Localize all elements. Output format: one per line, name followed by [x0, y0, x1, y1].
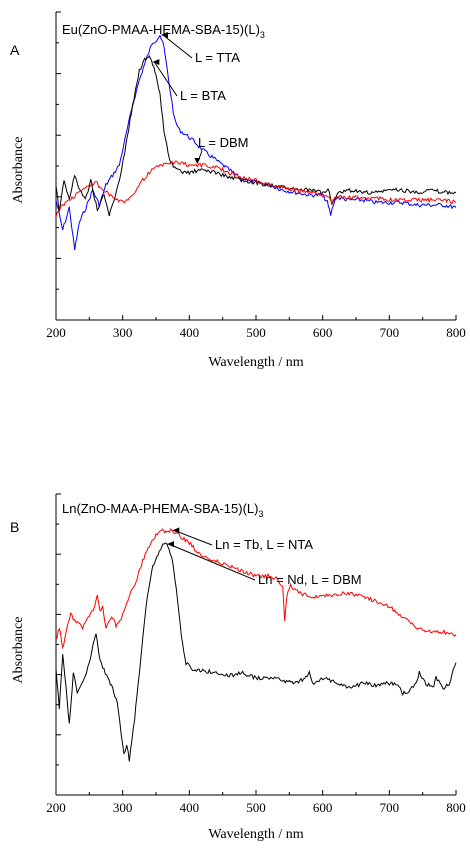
x-tick-label: 200 — [46, 325, 66, 340]
x-tick-label: 300 — [113, 325, 133, 340]
x-tick-label: 500 — [246, 325, 266, 340]
annotation-arrowhead — [194, 158, 201, 164]
x-tick-label: 800 — [446, 325, 466, 340]
panel-b-y-axis-label: Absorbance — [11, 617, 26, 684]
x-tick-label: 300 — [113, 800, 133, 815]
x-tick-label: 400 — [180, 325, 200, 340]
annotation-arrowhead — [167, 541, 174, 548]
annotation-arrowhead — [152, 59, 160, 65]
series-annotation: Ln = Tb, L = NTA — [215, 537, 313, 552]
annotation-arrowhead — [161, 32, 168, 38]
series-line-1 — [55, 55, 457, 217]
series-annotation: L = TTA — [195, 50, 240, 65]
panel-a-label: A — [10, 42, 20, 58]
series-annotation: L = DBM — [198, 135, 248, 150]
x-tick-label: 600 — [313, 800, 333, 815]
x-tick-label: 400 — [180, 800, 200, 815]
series-annotation: Ln = Nd, L = DBM — [258, 572, 362, 587]
annotation-leader — [168, 543, 256, 581]
panel-a-title: Eu(ZnO-PMAA-HEMA-SBA-15)(L)3 — [62, 22, 265, 40]
x-tick-label: 500 — [246, 800, 266, 815]
panel-a-y-axis-label: Absorbance — [11, 137, 26, 204]
panel-b-label: B — [10, 519, 19, 535]
series-line-0 — [55, 34, 457, 251]
x-tick-label: 800 — [446, 800, 466, 815]
x-tick-label: 600 — [313, 325, 333, 340]
panel-b: B Ln(ZnO-MAA-PHEMA-SBA-15)(L)3 Absorbanc… — [10, 493, 466, 842]
panel-a-x-axis-label: Wavelength / nm — [208, 355, 303, 370]
series-line-1 — [55, 542, 457, 762]
x-tick-label: 700 — [380, 800, 400, 815]
x-tick-label: 200 — [46, 800, 66, 815]
panel-a: A Eu(ZnO-PMAA-HEMA-SBA-15)(L)3 Absorbanc… — [10, 11, 466, 370]
series-line-2 — [55, 160, 457, 217]
annotation-leader — [174, 529, 213, 546]
series-line-0 — [55, 528, 457, 650]
panel-b-x-axis-label: Wavelength / nm — [208, 827, 303, 842]
x-tick-label: 700 — [380, 325, 400, 340]
annotation-leader — [153, 61, 178, 97]
panel-b-title: Ln(ZnO-MAA-PHEMA-SBA-15)(L)3 — [62, 501, 264, 519]
annotation-arrowhead — [172, 527, 180, 534]
annotation-leader — [162, 34, 193, 59]
panel-a-plot-area: 200 300 400 500 600 700 800 L = TTA L = BTA L = D… — [46, 11, 466, 340]
panel-b-plot-area: 200 300 400 500 600 700 800 Ln = Tb, L = NTA Ln … — [46, 493, 466, 815]
series-annotation: L = BTA — [180, 88, 226, 103]
